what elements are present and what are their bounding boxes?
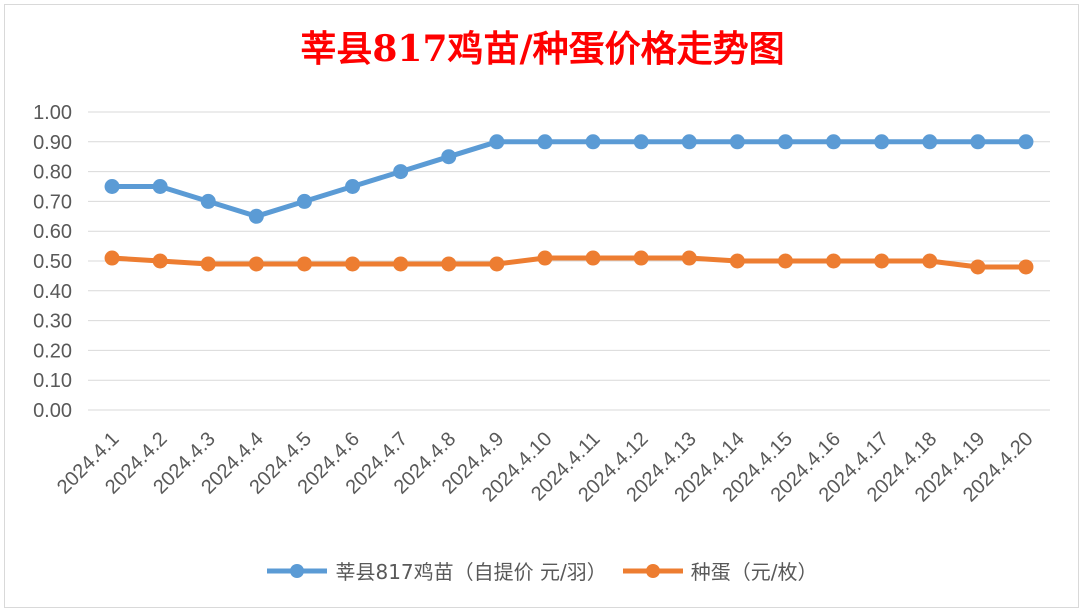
data-point-1 — [826, 253, 842, 269]
series-line-0 — [112, 139, 1026, 219]
data-point-0 — [152, 179, 168, 194]
data-point-0 — [248, 208, 264, 224]
data-point-1 — [296, 256, 312, 272]
y-tick-label: 0.30 — [33, 311, 72, 333]
data-point-1 — [585, 250, 601, 266]
legend-swatch-egg — [622, 563, 683, 578]
data-point-1 — [729, 253, 745, 269]
data-point-0 — [200, 193, 216, 209]
y-axis: 0.00 0.10 0.20 0.30 0.40 0.50 0.60 0.70 0.80 0.90… — [33, 102, 72, 422]
data-point-0 — [826, 134, 842, 150]
y-tick-label: 0.50 — [33, 251, 72, 273]
gridlines — [88, 111, 1050, 411]
y-tick-label: 0.00 — [33, 400, 72, 422]
chart-frame — [4, 4, 1079, 608]
y-tick-label: 0.60 — [33, 221, 72, 243]
series-lines — [104, 134, 1034, 275]
legend: 莘县817鸡苗（自提价 元/羽） 种蛋（元/枚） — [0, 556, 1085, 585]
legend-item-egg: 种蛋（元/枚） — [622, 556, 818, 585]
data-point-1 — [248, 256, 264, 272]
y-tick-label: 0.10 — [33, 370, 72, 392]
data-point-1 — [681, 250, 697, 266]
data-point-0 — [441, 149, 457, 165]
data-point-1 — [345, 256, 361, 272]
y-tick-label: 0.90 — [33, 132, 72, 154]
chart-title: 莘县817鸡苗/种蛋价格走势图 — [300, 28, 785, 70]
data-point-0 — [296, 193, 312, 209]
data-point-0 — [874, 134, 890, 150]
data-point-0 — [729, 134, 745, 150]
data-point-0 — [970, 134, 986, 150]
legend-label-egg: 种蛋（元/枚） — [690, 560, 818, 584]
y-tick-label: 0.20 — [33, 340, 72, 362]
data-point-1 — [489, 256, 505, 272]
legend-item-chick: 莘县817鸡苗（自提价 元/羽） — [267, 556, 607, 585]
data-point-0 — [537, 134, 553, 150]
data-point-1 — [537, 250, 553, 266]
data-point-1 — [922, 253, 938, 269]
data-point-0 — [104, 179, 120, 194]
data-point-1 — [104, 250, 120, 266]
data-point-1 — [393, 256, 409, 272]
data-point-0 — [922, 134, 938, 150]
data-point-1 — [200, 256, 216, 272]
y-tick-label: 0.80 — [33, 162, 72, 184]
data-point-0 — [345, 179, 361, 194]
data-point-1 — [970, 259, 986, 275]
data-point-0 — [1018, 134, 1034, 150]
x-axis: 2024.4.12024.4.22024.4.32024.4.42024.4.5… — [53, 428, 1038, 506]
data-point-1 — [633, 250, 649, 266]
data-point-0 — [393, 164, 409, 180]
y-tick-label: 1.00 — [33, 102, 72, 124]
data-point-0 — [585, 134, 601, 150]
y-tick-label: 0.70 — [33, 191, 72, 213]
data-point-0 — [777, 134, 793, 150]
series-line-1 — [111, 255, 1026, 270]
data-point-1 — [152, 253, 168, 269]
data-point-1 — [874, 253, 890, 269]
legend-label-chick: 莘县817鸡苗（自提价 元/羽） — [335, 560, 607, 584]
data-point-0 — [633, 134, 649, 150]
data-point-1 — [1018, 259, 1034, 275]
data-point-1 — [441, 256, 457, 272]
legend-swatch-chick — [267, 563, 328, 578]
data-point-0 — [681, 134, 697, 150]
data-point-0 — [489, 134, 505, 150]
y-tick-label: 0.40 — [33, 281, 72, 303]
data-point-1 — [777, 253, 793, 269]
